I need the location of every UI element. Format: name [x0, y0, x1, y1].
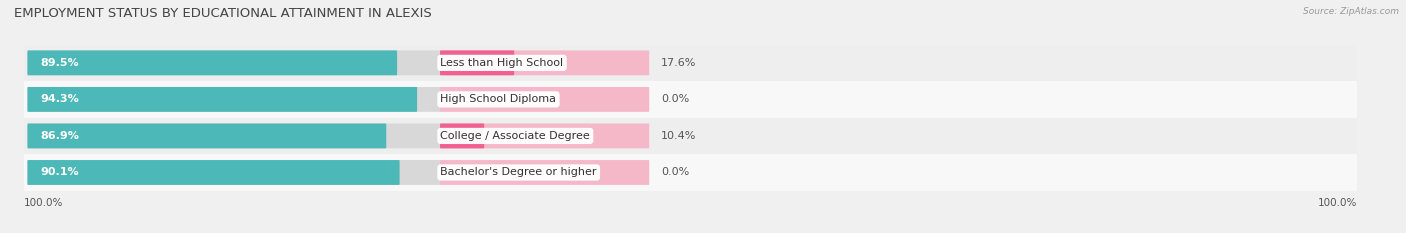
FancyBboxPatch shape — [28, 50, 396, 75]
Text: 17.6%: 17.6% — [661, 58, 697, 68]
Bar — [24, 118, 1357, 154]
Text: 89.5%: 89.5% — [41, 58, 79, 68]
FancyBboxPatch shape — [440, 123, 484, 148]
Text: EMPLOYMENT STATUS BY EDUCATIONAL ATTAINMENT IN ALEXIS: EMPLOYMENT STATUS BY EDUCATIONAL ATTAINM… — [14, 7, 432, 20]
FancyBboxPatch shape — [28, 160, 399, 185]
Text: High School Diploma: High School Diploma — [440, 94, 557, 104]
Text: 0.0%: 0.0% — [661, 94, 689, 104]
Bar — [24, 45, 1357, 81]
Text: 90.1%: 90.1% — [41, 168, 79, 178]
Bar — [24, 81, 1357, 118]
Text: 100.0%: 100.0% — [24, 198, 63, 208]
FancyBboxPatch shape — [440, 50, 515, 75]
Text: 94.3%: 94.3% — [41, 94, 79, 104]
FancyBboxPatch shape — [28, 87, 441, 112]
FancyBboxPatch shape — [28, 123, 441, 148]
FancyBboxPatch shape — [28, 123, 387, 148]
FancyBboxPatch shape — [440, 123, 650, 148]
FancyBboxPatch shape — [28, 87, 418, 112]
Text: 0.0%: 0.0% — [661, 168, 689, 178]
Text: 100.0%: 100.0% — [1317, 198, 1357, 208]
Text: College / Associate Degree: College / Associate Degree — [440, 131, 591, 141]
Text: Source: ZipAtlas.com: Source: ZipAtlas.com — [1303, 7, 1399, 16]
Bar — [24, 154, 1357, 191]
FancyBboxPatch shape — [440, 160, 650, 185]
Text: Bachelor's Degree or higher: Bachelor's Degree or higher — [440, 168, 598, 178]
FancyBboxPatch shape — [28, 50, 441, 75]
Text: Less than High School: Less than High School — [440, 58, 564, 68]
Text: 86.9%: 86.9% — [41, 131, 79, 141]
Text: 10.4%: 10.4% — [661, 131, 697, 141]
FancyBboxPatch shape — [440, 50, 650, 75]
FancyBboxPatch shape — [28, 160, 441, 185]
FancyBboxPatch shape — [440, 87, 650, 112]
